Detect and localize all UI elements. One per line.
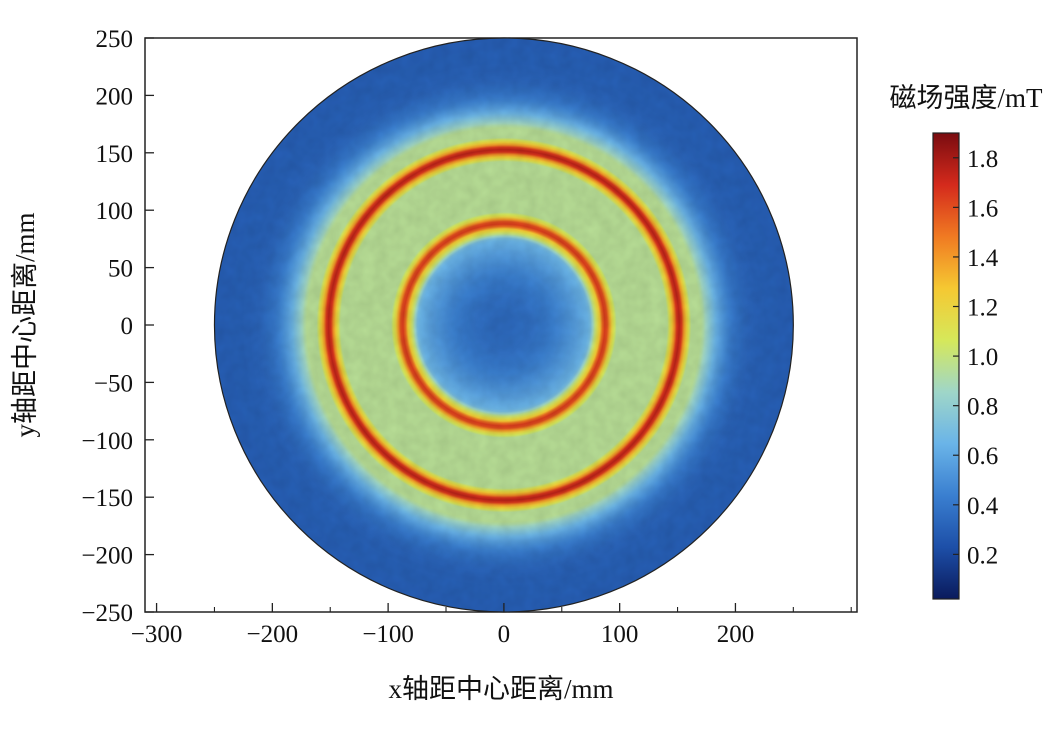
colorbar-tick-label: 1.6 <box>967 195 998 222</box>
x-axis-title: x轴距中心距离/mm <box>388 674 613 704</box>
colorbar: 磁场强度/mT 0.2 0.4 0.6 0.8 1.0 1.2 1.4 1.6 1.8 <box>890 83 1044 600</box>
y-tick-label: −200 <box>81 543 133 570</box>
colorbar-tick-label: 0.2 <box>967 542 998 569</box>
y-tick-label: −100 <box>81 428 133 455</box>
colorbar-tick-label: 1.2 <box>967 295 998 322</box>
x-tick-label: 0 <box>498 621 511 648</box>
y-tick-label: −150 <box>81 485 133 512</box>
x-tick-label: −100 <box>362 621 414 648</box>
field-disk-texture <box>214 38 794 612</box>
colorbar-tick-label: 1.8 <box>967 146 998 173</box>
plot-area: −300 −200 −100 0 100 200 250 200 150 100 50 0 −50 −1… <box>81 26 858 648</box>
y-axis-title: y轴距中心距离/mm <box>10 212 40 437</box>
y-tick-label: 200 <box>96 83 134 110</box>
colorbar-tick-label: 1.0 <box>967 344 998 371</box>
field-disk <box>213 37 794 613</box>
y-tick-label: 250 <box>96 26 134 53</box>
colorbar-tick-label: 0.8 <box>967 394 998 421</box>
colorbar-gradient <box>932 132 960 600</box>
colorbar-tick-label: 1.4 <box>967 245 999 272</box>
x-tick-label: 100 <box>601 621 639 648</box>
colorbar-title: 磁场强度/mT <box>890 83 1044 113</box>
y-tick-label: −250 <box>81 600 133 627</box>
y-tick-label: 100 <box>96 198 134 225</box>
x-tick-label: −300 <box>131 621 183 648</box>
y-axis-ticks: 250 200 150 100 50 0 −50 −100 −150 −200 −250 <box>81 26 154 627</box>
y-tick-label: 150 <box>96 141 134 168</box>
colorbar-tick-label: 0.4 <box>967 493 999 520</box>
x-axis-ticks: −300 −200 −100 0 100 200 <box>131 603 852 648</box>
x-tick-label: 200 <box>717 621 755 648</box>
y-tick-label: 0 <box>121 313 134 340</box>
x-tick-label: −200 <box>247 621 299 648</box>
colorbar-tick-label: 0.6 <box>967 443 998 470</box>
y-tick-label: −50 <box>94 370 133 397</box>
colorbar-ticks: 0.2 0.4 0.6 0.8 1.0 1.2 1.4 1.6 1.8 <box>953 146 999 569</box>
y-tick-label: 50 <box>108 256 133 283</box>
